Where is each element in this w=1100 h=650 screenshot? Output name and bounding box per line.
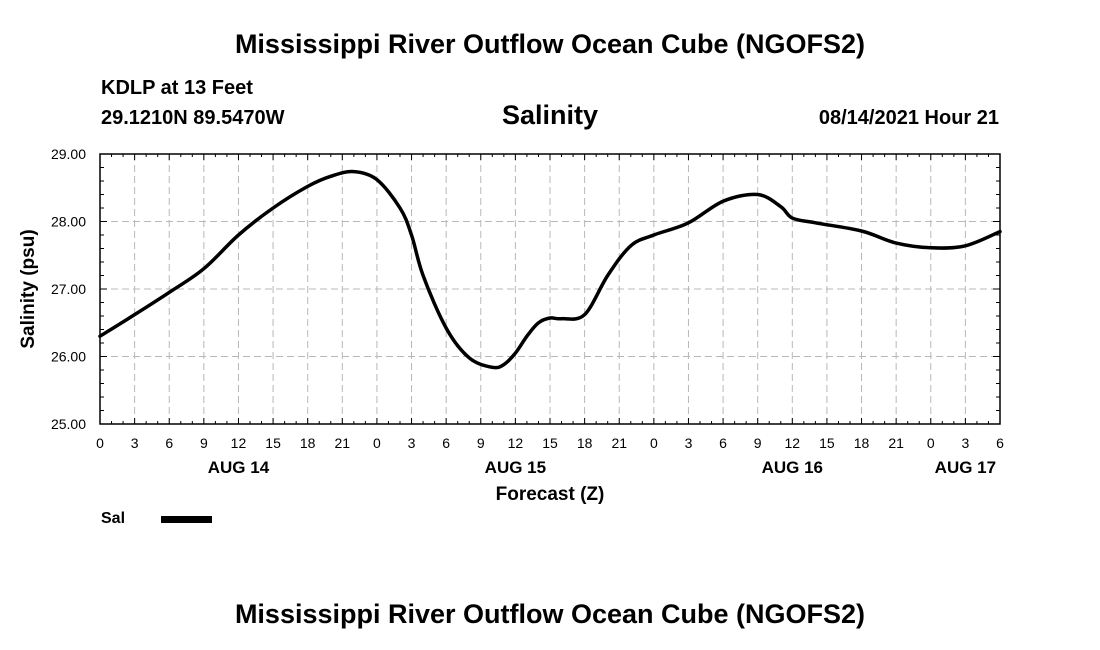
x-tick-label: 9 xyxy=(754,435,762,451)
chart-subtitle: Salinity xyxy=(501,100,599,130)
x-tick-label: 0 xyxy=(373,435,381,451)
x-tick-label: 21 xyxy=(611,435,627,451)
x-tick-label: 0 xyxy=(96,435,104,451)
x-tick-label: 21 xyxy=(888,435,904,451)
x-tick-label: 3 xyxy=(131,435,139,451)
y-tick-label: 27.00 xyxy=(51,281,86,297)
x-tick-label: 3 xyxy=(685,435,693,451)
x-tick-label: 9 xyxy=(200,435,208,451)
x-tick-label: 6 xyxy=(719,435,727,451)
page-title: Mississippi River Outflow Ocean Cube (NG… xyxy=(234,29,866,59)
forecast-datetime: 08/14/2021 Hour 21 xyxy=(818,107,999,129)
x-axis-title: Forecast (Z) xyxy=(496,484,605,505)
x-tick-label: 15 xyxy=(542,435,558,451)
x-tick-label: 3 xyxy=(961,435,969,451)
y-tick-label: 25.00 xyxy=(51,416,86,432)
day-label: AUG 15 xyxy=(485,458,546,477)
station-coordinates: 29.1210N 89.5470W xyxy=(101,107,285,129)
series-layer xyxy=(98,169,1002,370)
station-label: KDLP at 13 Feet xyxy=(101,77,253,99)
grid-lines xyxy=(100,154,1000,424)
x-tick-label: 6 xyxy=(442,435,450,451)
x-tick-label: 3 xyxy=(408,435,416,451)
x-tick-label: 6 xyxy=(996,435,1004,451)
x-tick-label: 0 xyxy=(650,435,658,451)
x-tick-label: 15 xyxy=(819,435,835,451)
legend-label: Sal xyxy=(101,510,126,527)
y-tick-label: 28.00 xyxy=(51,214,86,230)
x-tick-label: 12 xyxy=(508,435,524,451)
x-tick-label: 12 xyxy=(785,435,801,451)
x-tick-label: 15 xyxy=(265,435,281,451)
x-tick-label: 6 xyxy=(165,435,173,451)
y-axis-title: Salinity (psu) xyxy=(18,229,39,348)
x-tick-label: 18 xyxy=(300,435,316,451)
x-tick-label: 21 xyxy=(335,435,351,451)
legend-swatch xyxy=(161,516,212,523)
y-tick-label: 26.00 xyxy=(51,349,86,365)
y-tick-label: 29.00 xyxy=(51,146,86,162)
x-tick-label: 9 xyxy=(477,435,485,451)
day-label: AUG 14 xyxy=(208,458,270,477)
x-tick-label: 18 xyxy=(854,435,870,451)
x-tick-label: 12 xyxy=(231,435,247,451)
x-tick-label: 18 xyxy=(577,435,593,451)
axis-labels: 0 3 6 9 12 15 18 21 0 3 6 9 12 15 18 21 0 3 6 9 12 15 18 21 0 3 6 2… xyxy=(18,146,1004,505)
day-label: AUG 16 xyxy=(762,458,823,477)
x-tick-label: 0 xyxy=(927,435,935,451)
day-label: AUG 17 xyxy=(935,458,996,477)
series-line-sal xyxy=(98,169,1002,370)
footer-title: Mississippi River Outflow Ocean Cube (NG… xyxy=(234,599,866,629)
axis-ticks xyxy=(99,153,1001,425)
